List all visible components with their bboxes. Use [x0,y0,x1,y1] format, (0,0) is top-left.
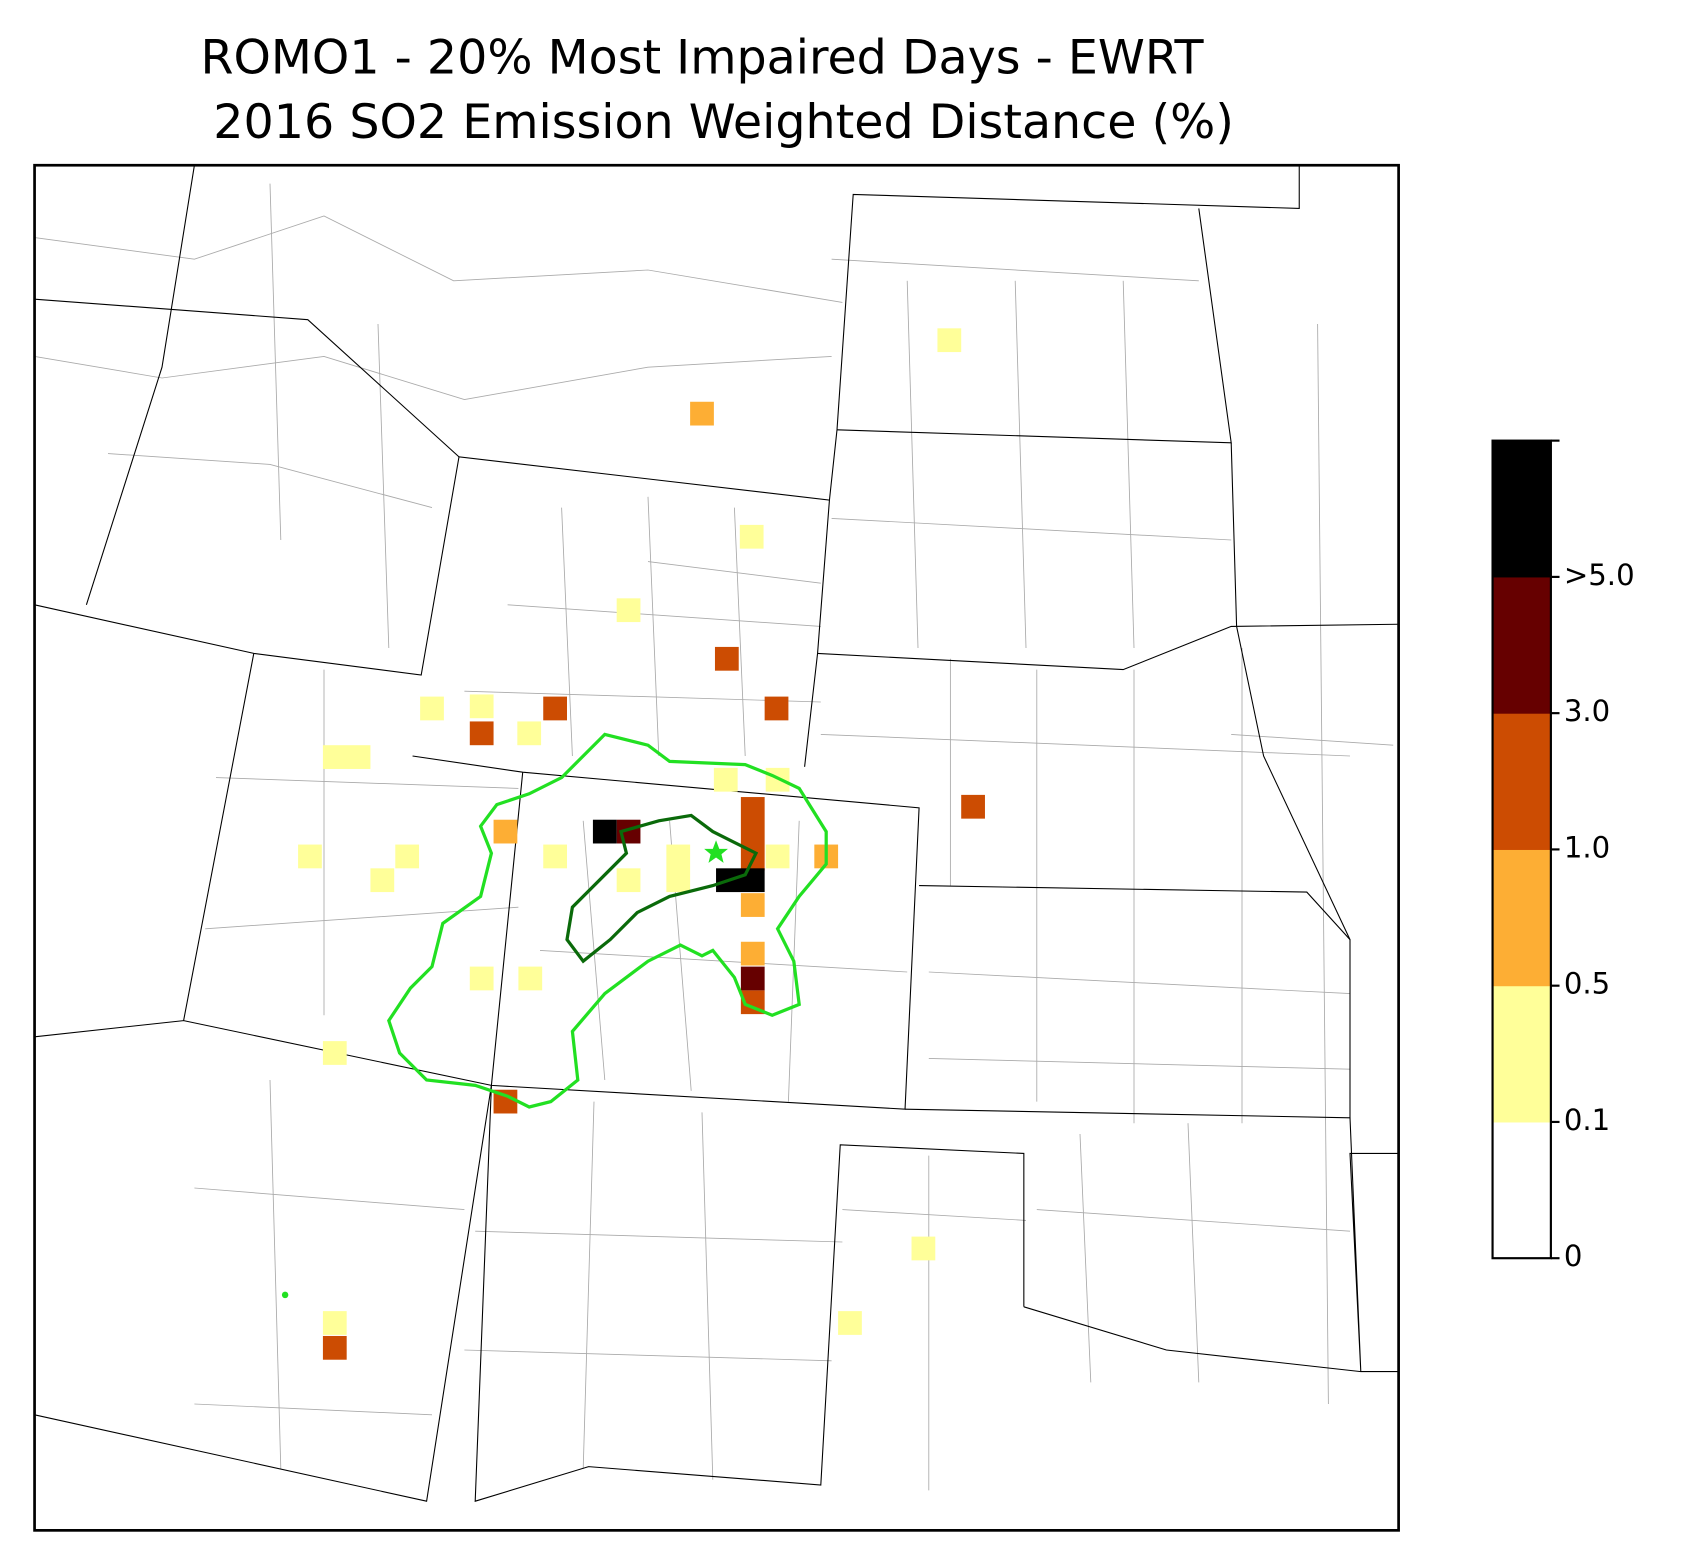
subtitle: 2016 SO2 Emission Weighted Distance (%) [213,95,1234,150]
emission-cells [298,328,985,1360]
colorbar-segment [1492,440,1551,578]
cell [616,868,641,893]
colorbar-segment [1492,576,1551,714]
cell [740,797,765,871]
map-area [33,163,1400,1532]
cell [298,844,322,869]
colorbar: 0 0.1 0.5 1.0 3.0 >5.0 [1491,439,1635,1273]
colorbar-tick-label: >5.0 [1564,558,1635,592]
cell [740,966,765,991]
colorbar-tick-label: 0.1 [1564,1103,1610,1137]
cell [666,844,691,893]
cell [517,721,542,746]
cell [493,1089,518,1114]
cell [420,696,444,721]
cell [911,1236,936,1261]
cell [469,694,494,719]
cell [937,328,962,353]
cell [493,819,518,844]
cell [469,966,494,991]
colorbar-segment [1492,1121,1551,1259]
colorbar-segment [1492,713,1551,850]
colorbar-tick-label: 1.0 [1564,830,1610,864]
county-lines [34,183,1394,1491]
cell [716,868,765,893]
title: ROMO1 - 20% Most Impaired Days - EWRT [201,30,1205,85]
cell [322,1335,347,1360]
cell [469,721,494,746]
state-borders [34,165,1399,1502]
cell [322,1041,347,1065]
cell [592,819,617,844]
colorbar-tick-label: 0.5 [1564,967,1610,1001]
cell [764,696,789,721]
colorbar-segment [1492,985,1551,1123]
cell [740,893,765,917]
contour-inner [565,813,759,964]
colorbar-tick-label: 0 [1564,1239,1583,1273]
cell [370,868,395,893]
cell [713,767,738,792]
cell [739,524,764,549]
colorbar-segment [1492,849,1551,987]
site-marker [704,840,728,863]
cell [518,966,543,991]
cell [961,794,985,819]
contour-outer [387,732,828,1109]
cell [322,745,371,769]
cell [740,941,765,966]
cell [322,1311,347,1335]
cell [543,696,567,721]
cell [543,844,567,869]
site-point [281,1291,289,1299]
cell [616,598,641,623]
cell [838,1311,862,1335]
cell [714,646,739,671]
cell [395,844,420,869]
cell [765,844,790,869]
colorbar-tick-label: 3.0 [1564,694,1610,728]
map-frame [33,163,1400,1532]
cell [690,401,714,426]
